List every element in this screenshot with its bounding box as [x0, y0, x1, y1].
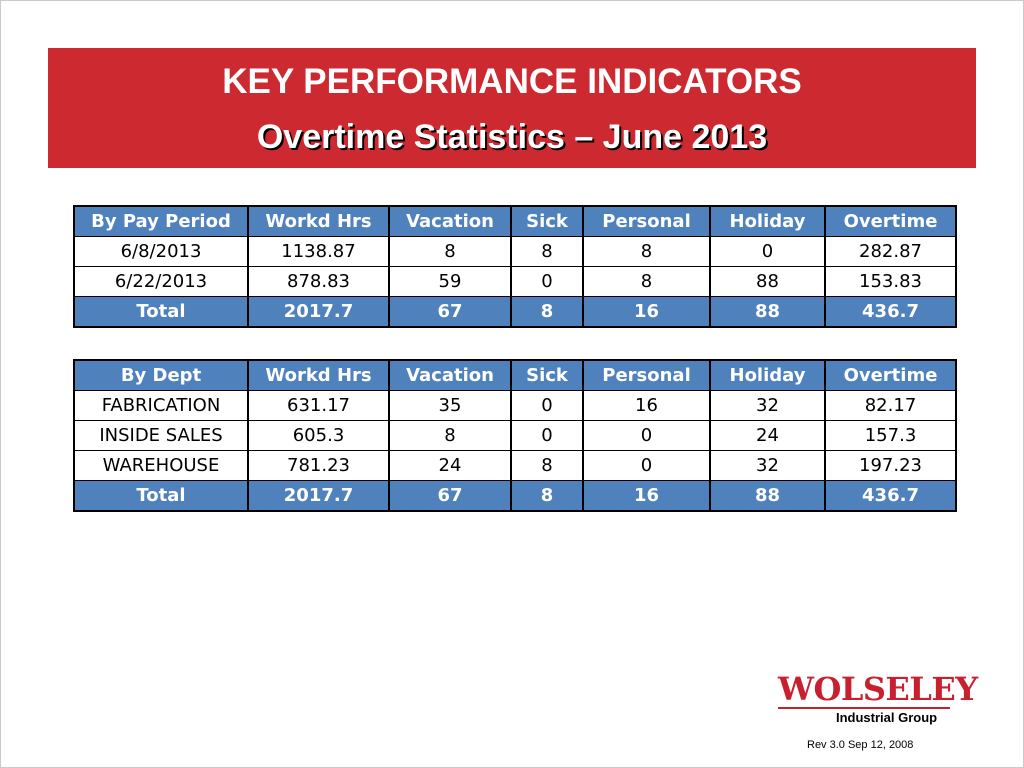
table-cell: 153.83 — [824, 266, 957, 297]
table-cell: 6/22/2013 — [73, 266, 249, 297]
table-cell: 32 — [709, 450, 826, 481]
revision-label: Rev 3.0 Sep 12, 2008 — [807, 739, 914, 751]
table-cell: 0 — [582, 420, 711, 451]
table-row: FABRICATION 631.17 35 0 16 32 82.17 — [73, 390, 957, 421]
table-cell: 157.3 — [824, 420, 957, 451]
table-cell: 0 — [510, 420, 584, 451]
total-cell: 2017.7 — [247, 480, 390, 512]
table-cell: 16 — [582, 390, 711, 421]
table-cell: 1138.87 — [247, 236, 390, 267]
table-cell: 8 — [582, 236, 711, 267]
total-cell: 16 — [582, 296, 711, 328]
table-cell: FABRICATION — [73, 390, 249, 421]
table-row: 6/22/2013 878.83 59 0 8 88 153.83 — [73, 266, 957, 297]
column-header: Vacation — [388, 205, 512, 237]
table-cell: 878.83 — [247, 266, 390, 297]
column-header: Vacation — [388, 359, 512, 391]
total-cell: 67 — [388, 480, 512, 512]
column-header: Workd Hrs — [247, 205, 390, 237]
column-header: Holiday — [709, 205, 826, 237]
table-cell: 605.3 — [247, 420, 390, 451]
table-cell: 781.23 — [247, 450, 390, 481]
total-cell: 436.7 — [824, 480, 957, 512]
total-cell: 88 — [709, 296, 826, 328]
table-total-row: Total 2017.7 67 8 16 88 436.7 — [73, 480, 957, 512]
table-cell: 0 — [510, 266, 584, 297]
column-header: Sick — [510, 205, 584, 237]
table-cell: 59 — [388, 266, 512, 297]
total-cell: Total — [73, 296, 249, 328]
table-cell: 0 — [510, 390, 584, 421]
column-header: Overtime — [824, 205, 957, 237]
table-cell: 32 — [709, 390, 826, 421]
table-header-row: By Pay Period Workd Hrs Vacation Sick Pe… — [73, 205, 957, 237]
total-cell: 2017.7 — [247, 296, 390, 328]
logo-underline — [778, 707, 950, 709]
table-row: 6/8/2013 1138.87 8 8 8 0 282.87 — [73, 236, 957, 267]
total-cell: 16 — [582, 480, 711, 512]
total-cell: Total — [73, 480, 249, 512]
table-cell: 282.87 — [824, 236, 957, 267]
total-cell: 8 — [510, 480, 584, 512]
department-table: By Dept Workd Hrs Vacation Sick Personal… — [73, 359, 957, 512]
total-cell: 88 — [709, 480, 826, 512]
column-header: Personal — [582, 359, 711, 391]
table-row: INSIDE SALES 605.3 8 0 0 24 157.3 — [73, 420, 957, 451]
page-subtitle: Overtime Statistics – June 2013 — [256, 118, 768, 156]
column-header: Sick — [510, 359, 584, 391]
total-cell: 8 — [510, 296, 584, 328]
table-cell: 0 — [582, 450, 711, 481]
table-cell: 8 — [388, 420, 512, 451]
total-cell: 67 — [388, 296, 512, 328]
table-cell: 24 — [709, 420, 826, 451]
table-header-row: By Dept Workd Hrs Vacation Sick Personal… — [73, 359, 957, 391]
table-cell: 631.17 — [247, 390, 390, 421]
table-row: WAREHOUSE 781.23 24 8 0 32 197.23 — [73, 450, 957, 481]
table-cell: 0 — [709, 236, 826, 267]
table-cell: 8 — [582, 266, 711, 297]
page-title: KEY PERFORMANCE INDICATORS — [222, 62, 802, 101]
column-header: By Pay Period — [73, 205, 249, 237]
table-cell: 35 — [388, 390, 512, 421]
table-cell: 82.17 — [824, 390, 957, 421]
table-cell: 8 — [388, 236, 512, 267]
table-total-row: Total 2017.7 67 8 16 88 436.7 — [73, 296, 957, 328]
column-header: Holiday — [709, 359, 826, 391]
column-header: Workd Hrs — [247, 359, 390, 391]
table-cell: 8 — [510, 450, 584, 481]
table-cell: INSIDE SALES — [73, 420, 249, 451]
table-cell: 6/8/2013 — [73, 236, 249, 267]
table-cell: 197.23 — [824, 450, 957, 481]
table-cell: 88 — [709, 266, 826, 297]
logo-wordmark: WOLSELEY — [778, 670, 978, 708]
table-cell: 8 — [510, 236, 584, 267]
pay-period-table: By Pay Period Workd Hrs Vacation Sick Pe… — [73, 205, 957, 328]
column-header: Overtime — [824, 359, 957, 391]
wolseley-logo: WOLSELEY Industrial Group — [778, 670, 978, 725]
column-header: Personal — [582, 205, 711, 237]
logo-subtext: Industrial Group — [836, 710, 938, 725]
column-header: By Dept — [73, 359, 249, 391]
table-cell: WAREHOUSE — [73, 450, 249, 481]
total-cell: 436.7 — [824, 296, 957, 328]
table-cell: 24 — [388, 450, 512, 481]
title-banner: KEY PERFORMANCE INDICATORS Overtime Stat… — [48, 48, 976, 168]
